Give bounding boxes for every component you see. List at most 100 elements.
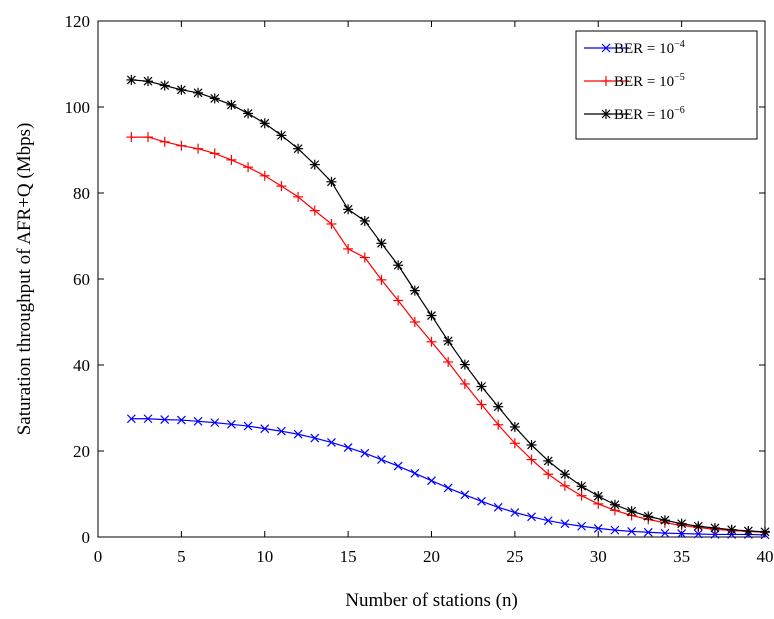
- data-point-marker: [360, 448, 370, 458]
- data-point-marker: [377, 238, 386, 248]
- series-line: [131, 136, 766, 533]
- x-tick-label: 35: [673, 547, 690, 566]
- data-point-marker: [610, 525, 620, 535]
- x-tick-label: 5: [177, 547, 186, 566]
- data-point-marker: [176, 415, 186, 425]
- y-tick-label: 100: [65, 98, 91, 117]
- data-point-marker: [693, 529, 703, 539]
- data-point-marker: [760, 527, 770, 537]
- data-point-marker: [527, 440, 536, 450]
- data-point-marker: [593, 523, 603, 533]
- data-point-marker: [560, 519, 570, 529]
- data-point-marker: [226, 100, 236, 110]
- data-point-marker: [643, 527, 653, 537]
- data-point-marker: [593, 491, 603, 501]
- data-point-marker: [443, 483, 453, 493]
- data-point-marker: [243, 109, 253, 118]
- data-point-marker: [393, 260, 403, 270]
- series-1: [126, 414, 770, 540]
- y-tick-label: 80: [73, 184, 90, 203]
- data-point-marker: [343, 204, 353, 214]
- x-tick-label: 40: [757, 547, 774, 566]
- legend-marker: [601, 109, 611, 119]
- data-point-marker: [193, 416, 203, 426]
- data-point-marker: [226, 419, 236, 429]
- data-point-marker: [160, 81, 170, 90]
- data-point-marker: [427, 311, 436, 320]
- legend-item: BER = 10−4: [584, 39, 685, 57]
- legend-label: BER = 10−4: [614, 39, 685, 57]
- x-tick-label: 30: [590, 547, 607, 566]
- legend-label-base: BER = 10: [614, 74, 674, 90]
- data-point-marker: [260, 118, 270, 128]
- data-point-marker: [210, 93, 220, 103]
- data-point-marker: [577, 521, 586, 531]
- data-point-marker: [343, 443, 353, 452]
- data-point-marker: [293, 429, 303, 439]
- data-point-marker: [393, 461, 403, 471]
- legend-label-base: BER = 10: [614, 107, 674, 123]
- data-point-marker: [477, 382, 486, 391]
- data-point-marker: [293, 144, 303, 154]
- data-point-marker: [693, 521, 703, 531]
- data-point-marker: [560, 469, 570, 479]
- data-point-marker: [310, 160, 320, 170]
- data-point-marker: [660, 528, 670, 538]
- data-point-marker: [310, 433, 320, 443]
- data-point-marker: [743, 526, 753, 536]
- data-point-marker: [493, 502, 503, 512]
- data-point-marker: [360, 216, 370, 226]
- series-3: [126, 74, 770, 537]
- legend-label: BER = 10−5: [614, 72, 685, 90]
- x-tick-label: 20: [423, 547, 440, 566]
- data-point-marker: [210, 418, 220, 428]
- legend-label-base: BER = 10: [614, 41, 674, 57]
- series-line: [131, 79, 766, 533]
- data-point-marker: [527, 512, 536, 522]
- x-axis-label: Number of stations (n): [345, 590, 518, 611]
- data-point-marker: [610, 500, 620, 510]
- data-point-marker: [677, 529, 687, 538]
- data-point-marker: [260, 424, 270, 434]
- data-point-marker: [327, 437, 336, 447]
- data-point-marker: [126, 414, 136, 424]
- data-point-marker: [510, 508, 520, 517]
- series-line: [131, 418, 766, 536]
- series-layer: [126, 74, 770, 540]
- data-point-marker: [243, 421, 253, 431]
- data-point-marker: [327, 177, 336, 187]
- legend-label-exponent: −5: [674, 72, 685, 83]
- data-point-marker: [277, 130, 286, 140]
- legend-label: BER = 10−6: [614, 105, 685, 123]
- data-point-marker: [710, 523, 720, 533]
- series-2: [126, 132, 770, 538]
- data-point-marker: [427, 476, 436, 486]
- x-tick-label: 25: [506, 547, 523, 566]
- data-point-marker: [460, 490, 470, 500]
- data-point-marker: [493, 402, 503, 412]
- data-point-marker: [126, 75, 136, 85]
- data-point-marker: [727, 525, 737, 535]
- data-point-marker: [710, 529, 720, 539]
- y-tick-label: 0: [82, 528, 91, 547]
- data-point-marker: [510, 422, 520, 432]
- x-tick-label: 10: [256, 547, 273, 566]
- data-point-marker: [460, 360, 470, 369]
- data-point-marker: [277, 426, 286, 436]
- x-tick-label: 15: [340, 547, 357, 566]
- data-point-marker: [160, 415, 170, 425]
- data-point-marker: [627, 506, 637, 516]
- data-point-marker: [543, 516, 553, 526]
- y-tick-label: 120: [65, 12, 91, 31]
- data-point-marker: [643, 511, 653, 521]
- data-point-marker: [143, 76, 153, 86]
- legend-item: BER = 10−6: [584, 105, 685, 123]
- legend-label-exponent: −4: [674, 39, 685, 50]
- legend-item: BER = 10−5: [584, 72, 685, 90]
- legend-label-exponent: −6: [674, 105, 685, 116]
- data-point-marker: [143, 414, 153, 424]
- data-point-marker: [176, 85, 186, 95]
- axes: 0 5 10 15 20 25 30 35 40 0 20 40 60 80 100 120: [65, 12, 774, 566]
